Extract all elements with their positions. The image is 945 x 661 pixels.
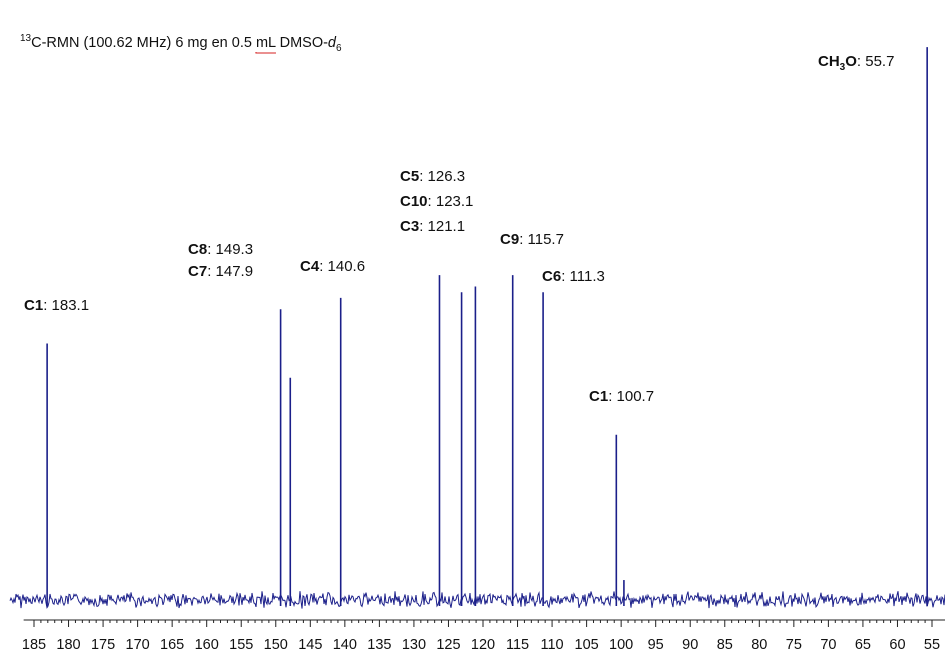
x-tick-label-70: 70 [820,637,836,653]
x-tick-label-95: 95 [648,637,664,653]
x-tick-label-140: 140 [333,637,357,653]
x-tick-label-165: 165 [160,637,184,653]
peak-label-c9: C9: 115.7 [500,231,564,248]
x-tick-label-150: 150 [264,637,288,653]
x-tick-label-100: 100 [609,637,633,653]
x-tick-label-125: 125 [436,637,460,653]
title-subscript: 6 [336,43,342,54]
title-main: C-RMN (100.62 MHz) 6 mg en 0.5 [31,35,256,51]
peak-label-c1-183: C1: 183.1 [24,297,89,314]
peak-label-c5: C5: 126.3 [400,168,465,185]
peak-label-c6: C6: 111.3 [542,268,605,285]
x-tick-label-155: 155 [229,637,253,653]
peak-label-c4: C4: 140.6 [300,258,365,275]
x-tick-label-90: 90 [682,637,698,653]
peak-label-c3: C3: 121.1 [400,218,465,235]
title-after: DMSO- [276,35,329,51]
x-tick-label-120: 120 [471,637,495,653]
baseline-noise-line [9,590,945,609]
x-tick-label-175: 175 [91,637,115,653]
title-underlined: mL [256,35,276,51]
x-tick-label-80: 80 [751,637,767,653]
x-tick-label-105: 105 [575,637,599,653]
title-superscript: 13 [20,33,32,44]
x-tick-label-85: 85 [717,637,733,653]
x-axis: 185 180 175 170 165 160 155 150 145 140 135 130 125 1… [22,619,945,653]
x-tick-label-130: 130 [402,637,426,653]
peak-label-c8: C8: 149.3 [188,241,253,258]
title-italic: d [328,35,337,51]
x-tick-label-185: 185 [22,637,46,653]
x-tick-label-145: 145 [298,637,322,653]
x-tick-label-170: 170 [126,637,150,653]
chart-title: 13C-RMN (100.62 MHz) 6 mg en 0.5 mL DMSO… [20,33,342,54]
peak-label-ch3o: CH3O: 55.7 [818,53,894,73]
spectrum-peaks [46,47,928,606]
x-tick-label-160: 160 [195,637,219,653]
x-tick-label-65: 65 [855,637,871,653]
x-tick-label-180: 180 [56,637,80,653]
x-tick-label-60: 60 [889,637,905,653]
x-tick-label-135: 135 [367,637,391,653]
peak-label-c7: C7: 147.9 [188,263,253,280]
peak-label-c10: C10: 123.1 [400,193,473,210]
x-tick-label-115: 115 [506,637,529,653]
peak-labels: C1: 183.1 C8: 149.3 C7: 147.9 C4: 140.6 … [24,53,894,405]
x-tick-label-75: 75 [786,637,802,653]
peak-label-c1-100: C1: 100.7 [589,388,654,405]
baseline-noise [9,590,945,609]
title-underline [255,52,276,54]
x-tick-label-55: 55 [924,637,940,653]
x-tick-label-110: 110 [541,637,564,653]
